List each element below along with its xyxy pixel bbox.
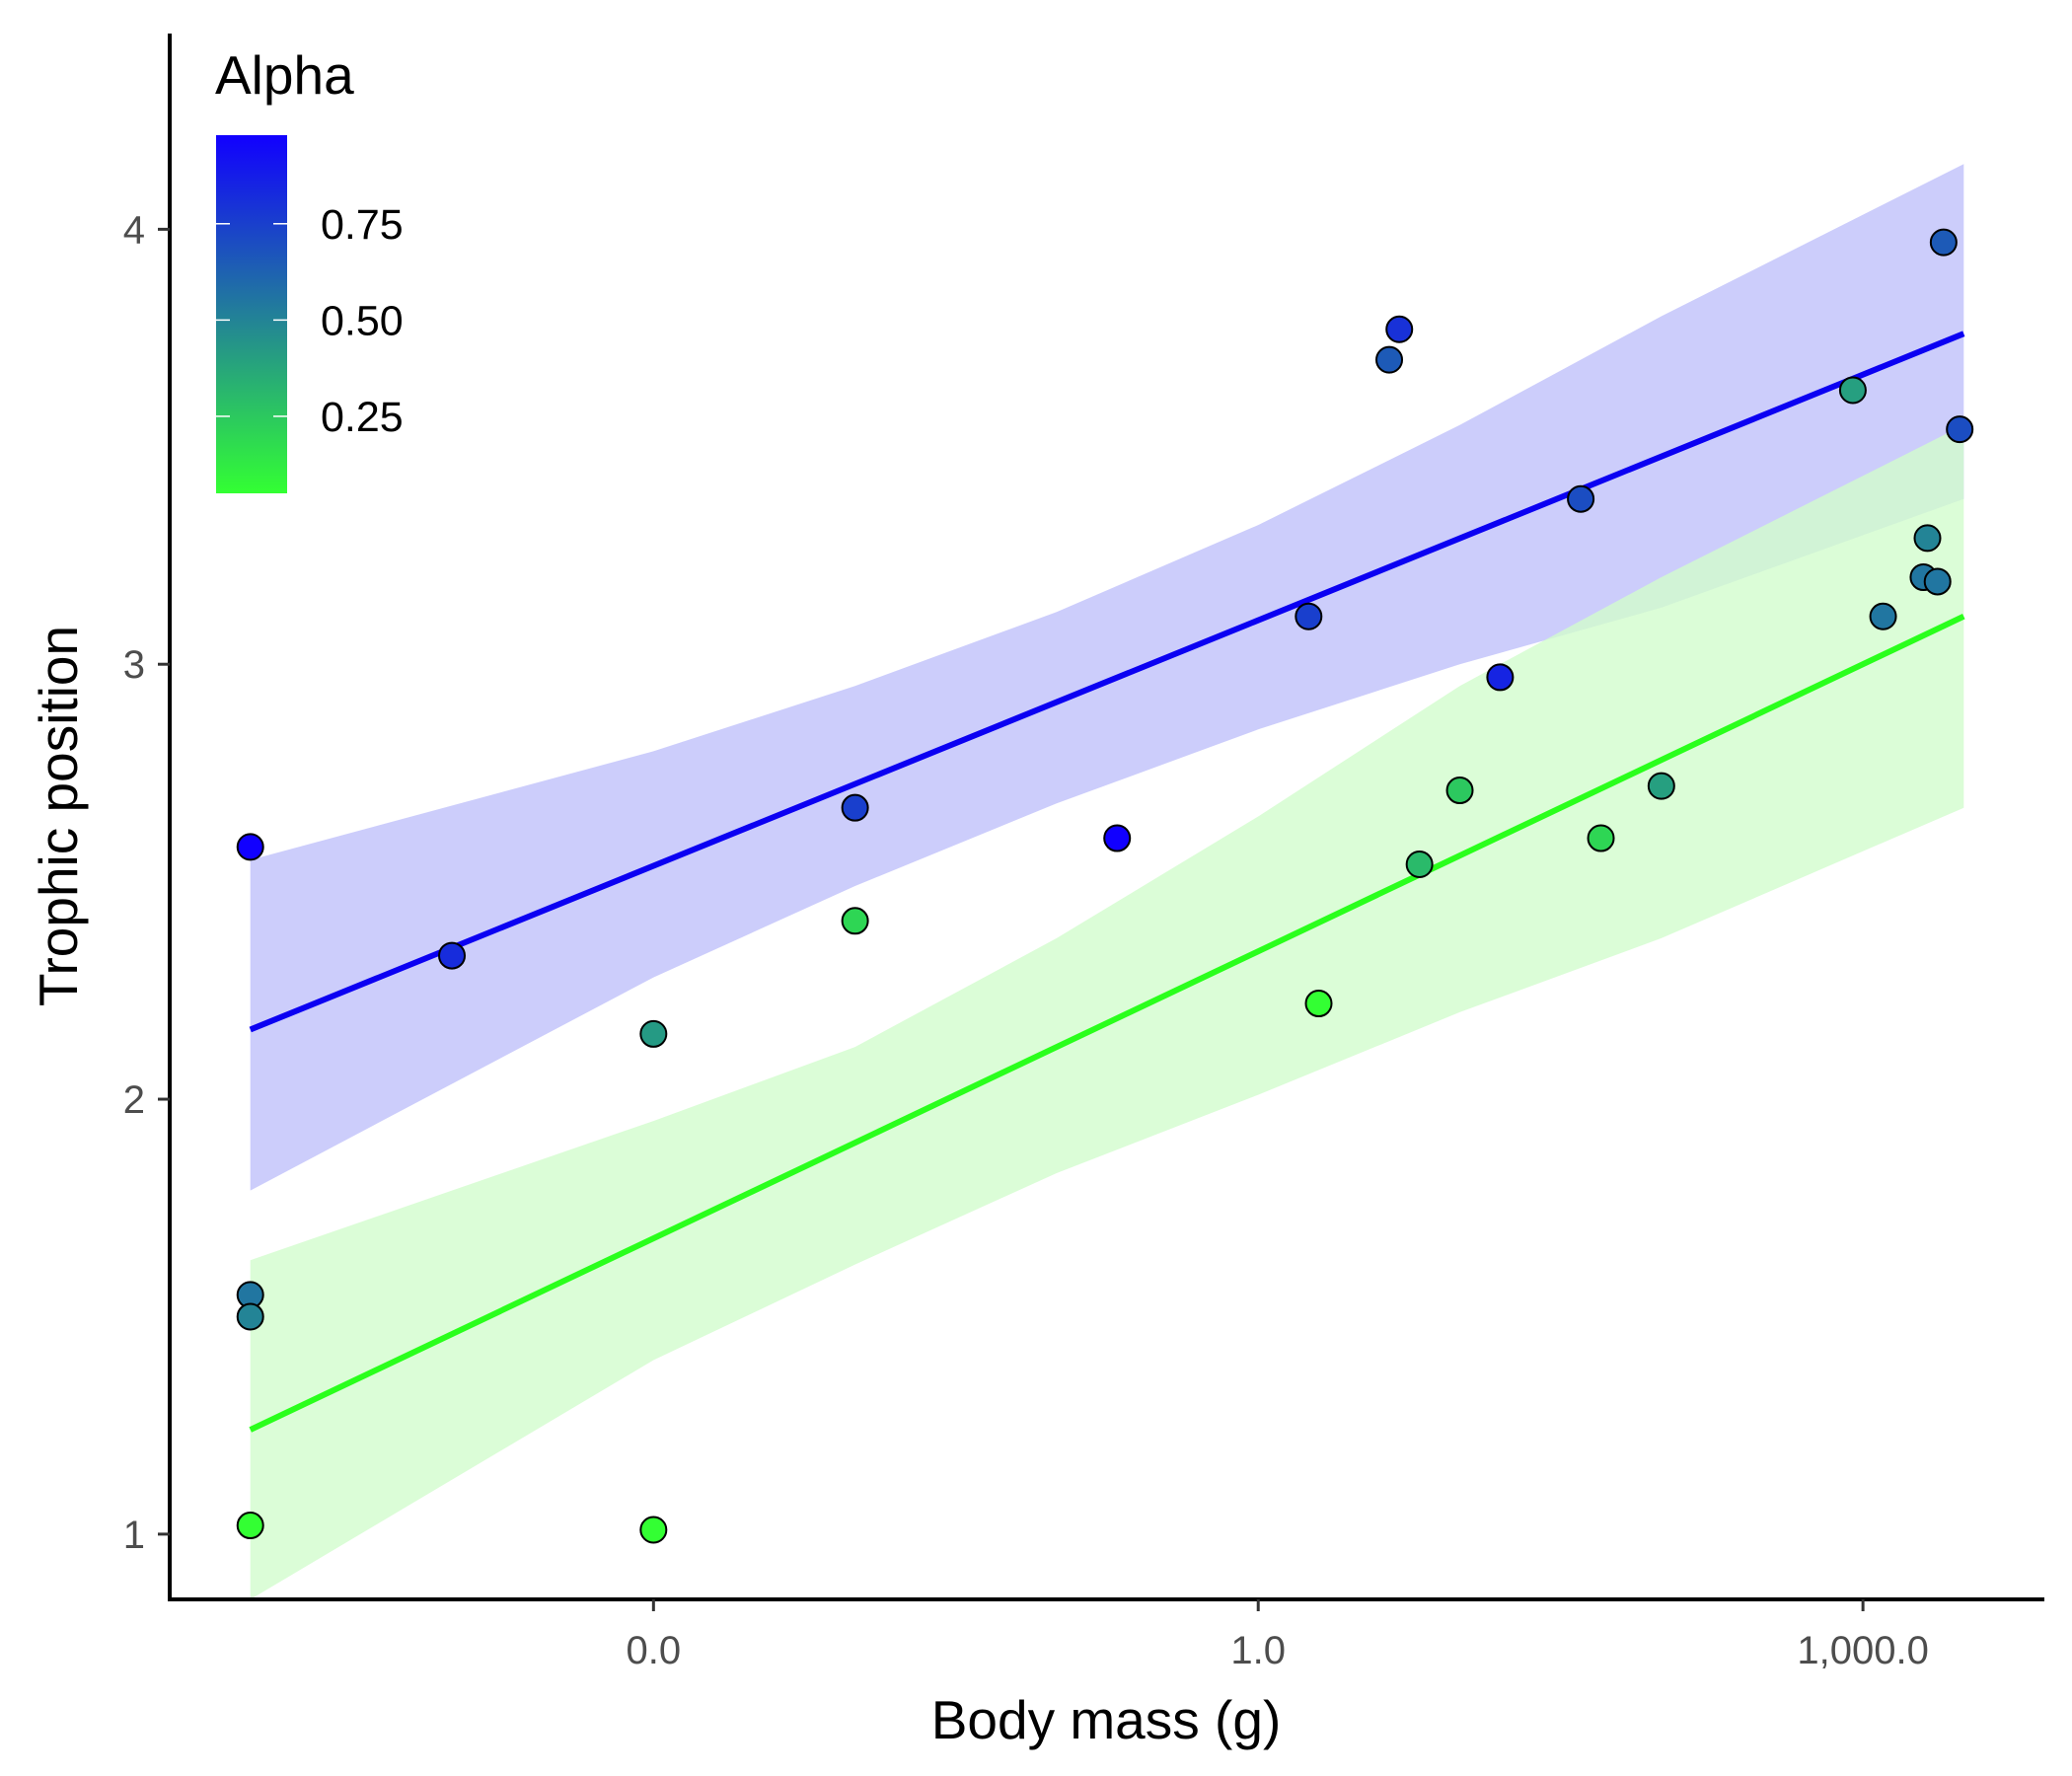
data-point — [1304, 990, 1333, 1018]
data-point — [1923, 567, 1952, 596]
y-tick-label: 3 — [123, 643, 145, 687]
data-point — [1929, 228, 1958, 257]
data-point — [1838, 376, 1867, 405]
y-axis-title: Trophic position — [28, 626, 89, 1006]
x-tick-label: 1.0 — [1230, 1629, 1286, 1672]
colorbar-ticks: 0.25 0.50 0.75 — [216, 201, 404, 441]
data-point — [1869, 602, 1897, 630]
data-point — [639, 1019, 668, 1048]
data-point — [841, 793, 869, 822]
y-tick-label: 1 — [123, 1514, 145, 1557]
data-point — [236, 1302, 264, 1331]
data-point — [1375, 345, 1404, 374]
data-point — [639, 1516, 668, 1544]
data-point — [841, 907, 869, 935]
x-tick-label: 0.0 — [627, 1629, 682, 1672]
x-tick-label: 1,000.0 — [1797, 1629, 1928, 1672]
data-point — [1405, 850, 1434, 878]
confidence-ribbon — [250, 424, 1964, 1599]
colorbar — [216, 135, 287, 493]
x-axis-ticks: 0.0 1.0 1,000.0 — [627, 1599, 1929, 1672]
data-point — [1587, 824, 1615, 852]
data-point — [1445, 777, 1474, 805]
alpha-legend: Alpha 0.25 0.50 0.75 — [215, 44, 404, 493]
y-tick-label: 2 — [123, 1078, 145, 1122]
axes: 0.0 1.0 1,000.0 1 2 3 4 Body mass (g) Trophic… — [28, 34, 2044, 1750]
data-point — [1913, 524, 1942, 553]
confidence-ribbons — [250, 164, 1964, 1599]
colorbar-tick-label: 0.25 — [321, 394, 404, 441]
regression-lines — [249, 331, 1965, 1433]
colorbar-tick-label: 0.50 — [321, 297, 404, 344]
legend-title: Alpha — [215, 44, 354, 106]
y-tick-label: 4 — [123, 208, 145, 252]
x-axis-title: Body mass (g) — [931, 1689, 1282, 1750]
data-point — [236, 1512, 264, 1540]
data-point — [1295, 602, 1323, 630]
data-point — [1486, 663, 1515, 692]
data-point — [1647, 772, 1675, 800]
regression-line — [249, 614, 1965, 1433]
colorbar-tick-label: 0.75 — [321, 201, 404, 249]
regression-line — [249, 331, 1965, 1033]
data-point — [1567, 484, 1595, 513]
confidence-ribbon — [250, 164, 1964, 1191]
data-point — [1385, 315, 1414, 343]
data-points — [236, 228, 1974, 1544]
data-point — [236, 833, 264, 861]
data-point — [1946, 415, 1974, 444]
y-axis-ticks: 1 2 3 4 — [123, 208, 170, 1557]
data-point — [438, 941, 467, 970]
data-point — [1103, 824, 1132, 852]
